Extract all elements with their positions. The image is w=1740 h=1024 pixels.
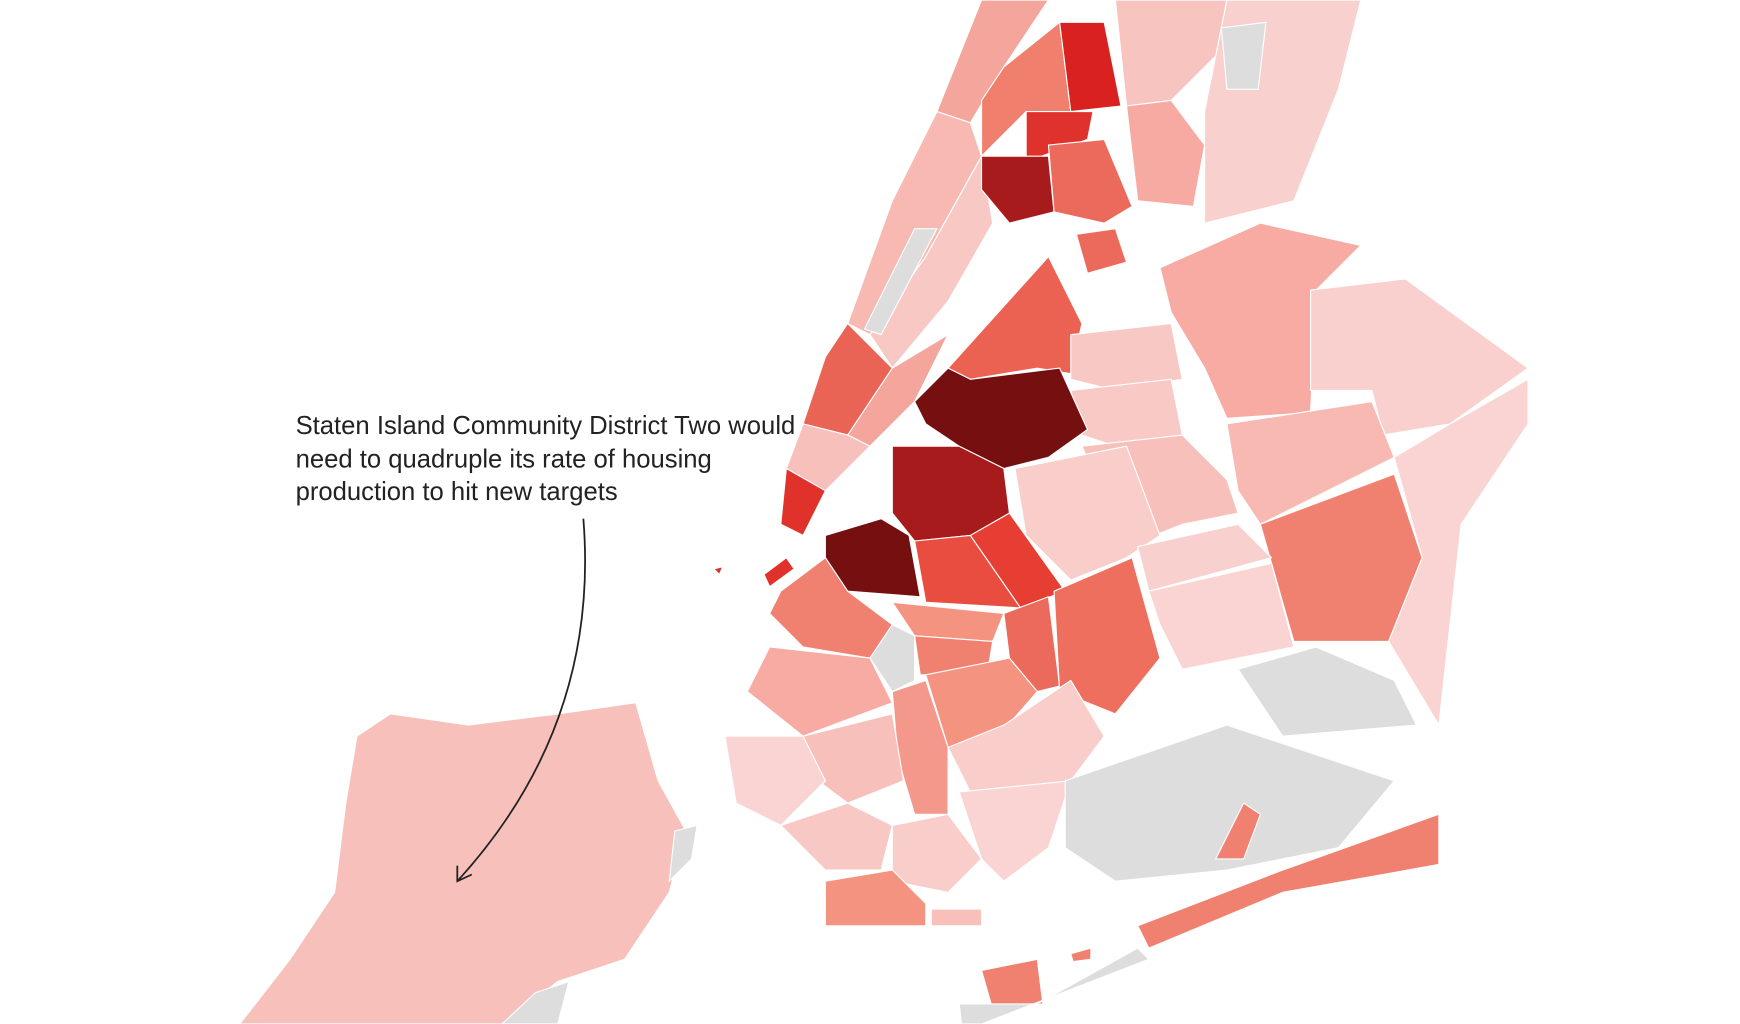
district bbox=[1064, 724, 1395, 882]
district bbox=[724, 735, 826, 826]
district bbox=[780, 467, 826, 536]
district bbox=[668, 824, 698, 882]
district bbox=[930, 908, 983, 927]
district bbox=[713, 566, 724, 576]
district bbox=[780, 802, 893, 871]
district bbox=[1148, 562, 1295, 670]
annotation-line: need to quadruple its rate of housing bbox=[296, 445, 712, 473]
annotation-arrow bbox=[456, 518, 586, 882]
annotation-line: Staten Island Community District Two wou… bbox=[296, 412, 796, 440]
district bbox=[1226, 401, 1395, 525]
districts bbox=[239, 0, 1529, 1024]
district bbox=[1075, 228, 1128, 274]
district bbox=[1137, 523, 1273, 592]
district bbox=[763, 557, 795, 588]
district bbox=[958, 780, 1072, 882]
district bbox=[1215, 802, 1261, 860]
district bbox=[1014, 445, 1161, 581]
district bbox=[980, 155, 1055, 224]
district bbox=[239, 702, 687, 1024]
district bbox=[947, 256, 1083, 380]
district bbox=[847, 334, 949, 447]
district bbox=[1137, 813, 1440, 949]
district bbox=[1237, 646, 1418, 737]
district bbox=[1125, 99, 1206, 207]
district bbox=[1220, 21, 1267, 90]
district bbox=[869, 624, 916, 693]
district bbox=[1053, 557, 1161, 715]
district bbox=[891, 813, 983, 893]
district bbox=[1047, 138, 1133, 224]
district bbox=[785, 423, 871, 492]
district bbox=[824, 869, 927, 927]
district bbox=[1310, 278, 1529, 436]
district bbox=[1070, 378, 1183, 447]
annotation-line: production to hit new targets bbox=[296, 478, 618, 506]
district bbox=[1114, 0, 1228, 107]
district bbox=[914, 367, 1089, 470]
district bbox=[863, 228, 938, 336]
district bbox=[980, 958, 1044, 1011]
district bbox=[1388, 378, 1529, 726]
district bbox=[1070, 947, 1092, 963]
district bbox=[746, 646, 893, 737]
arrow-head bbox=[456, 865, 473, 883]
district bbox=[1059, 21, 1122, 113]
district bbox=[1025, 111, 1094, 163]
